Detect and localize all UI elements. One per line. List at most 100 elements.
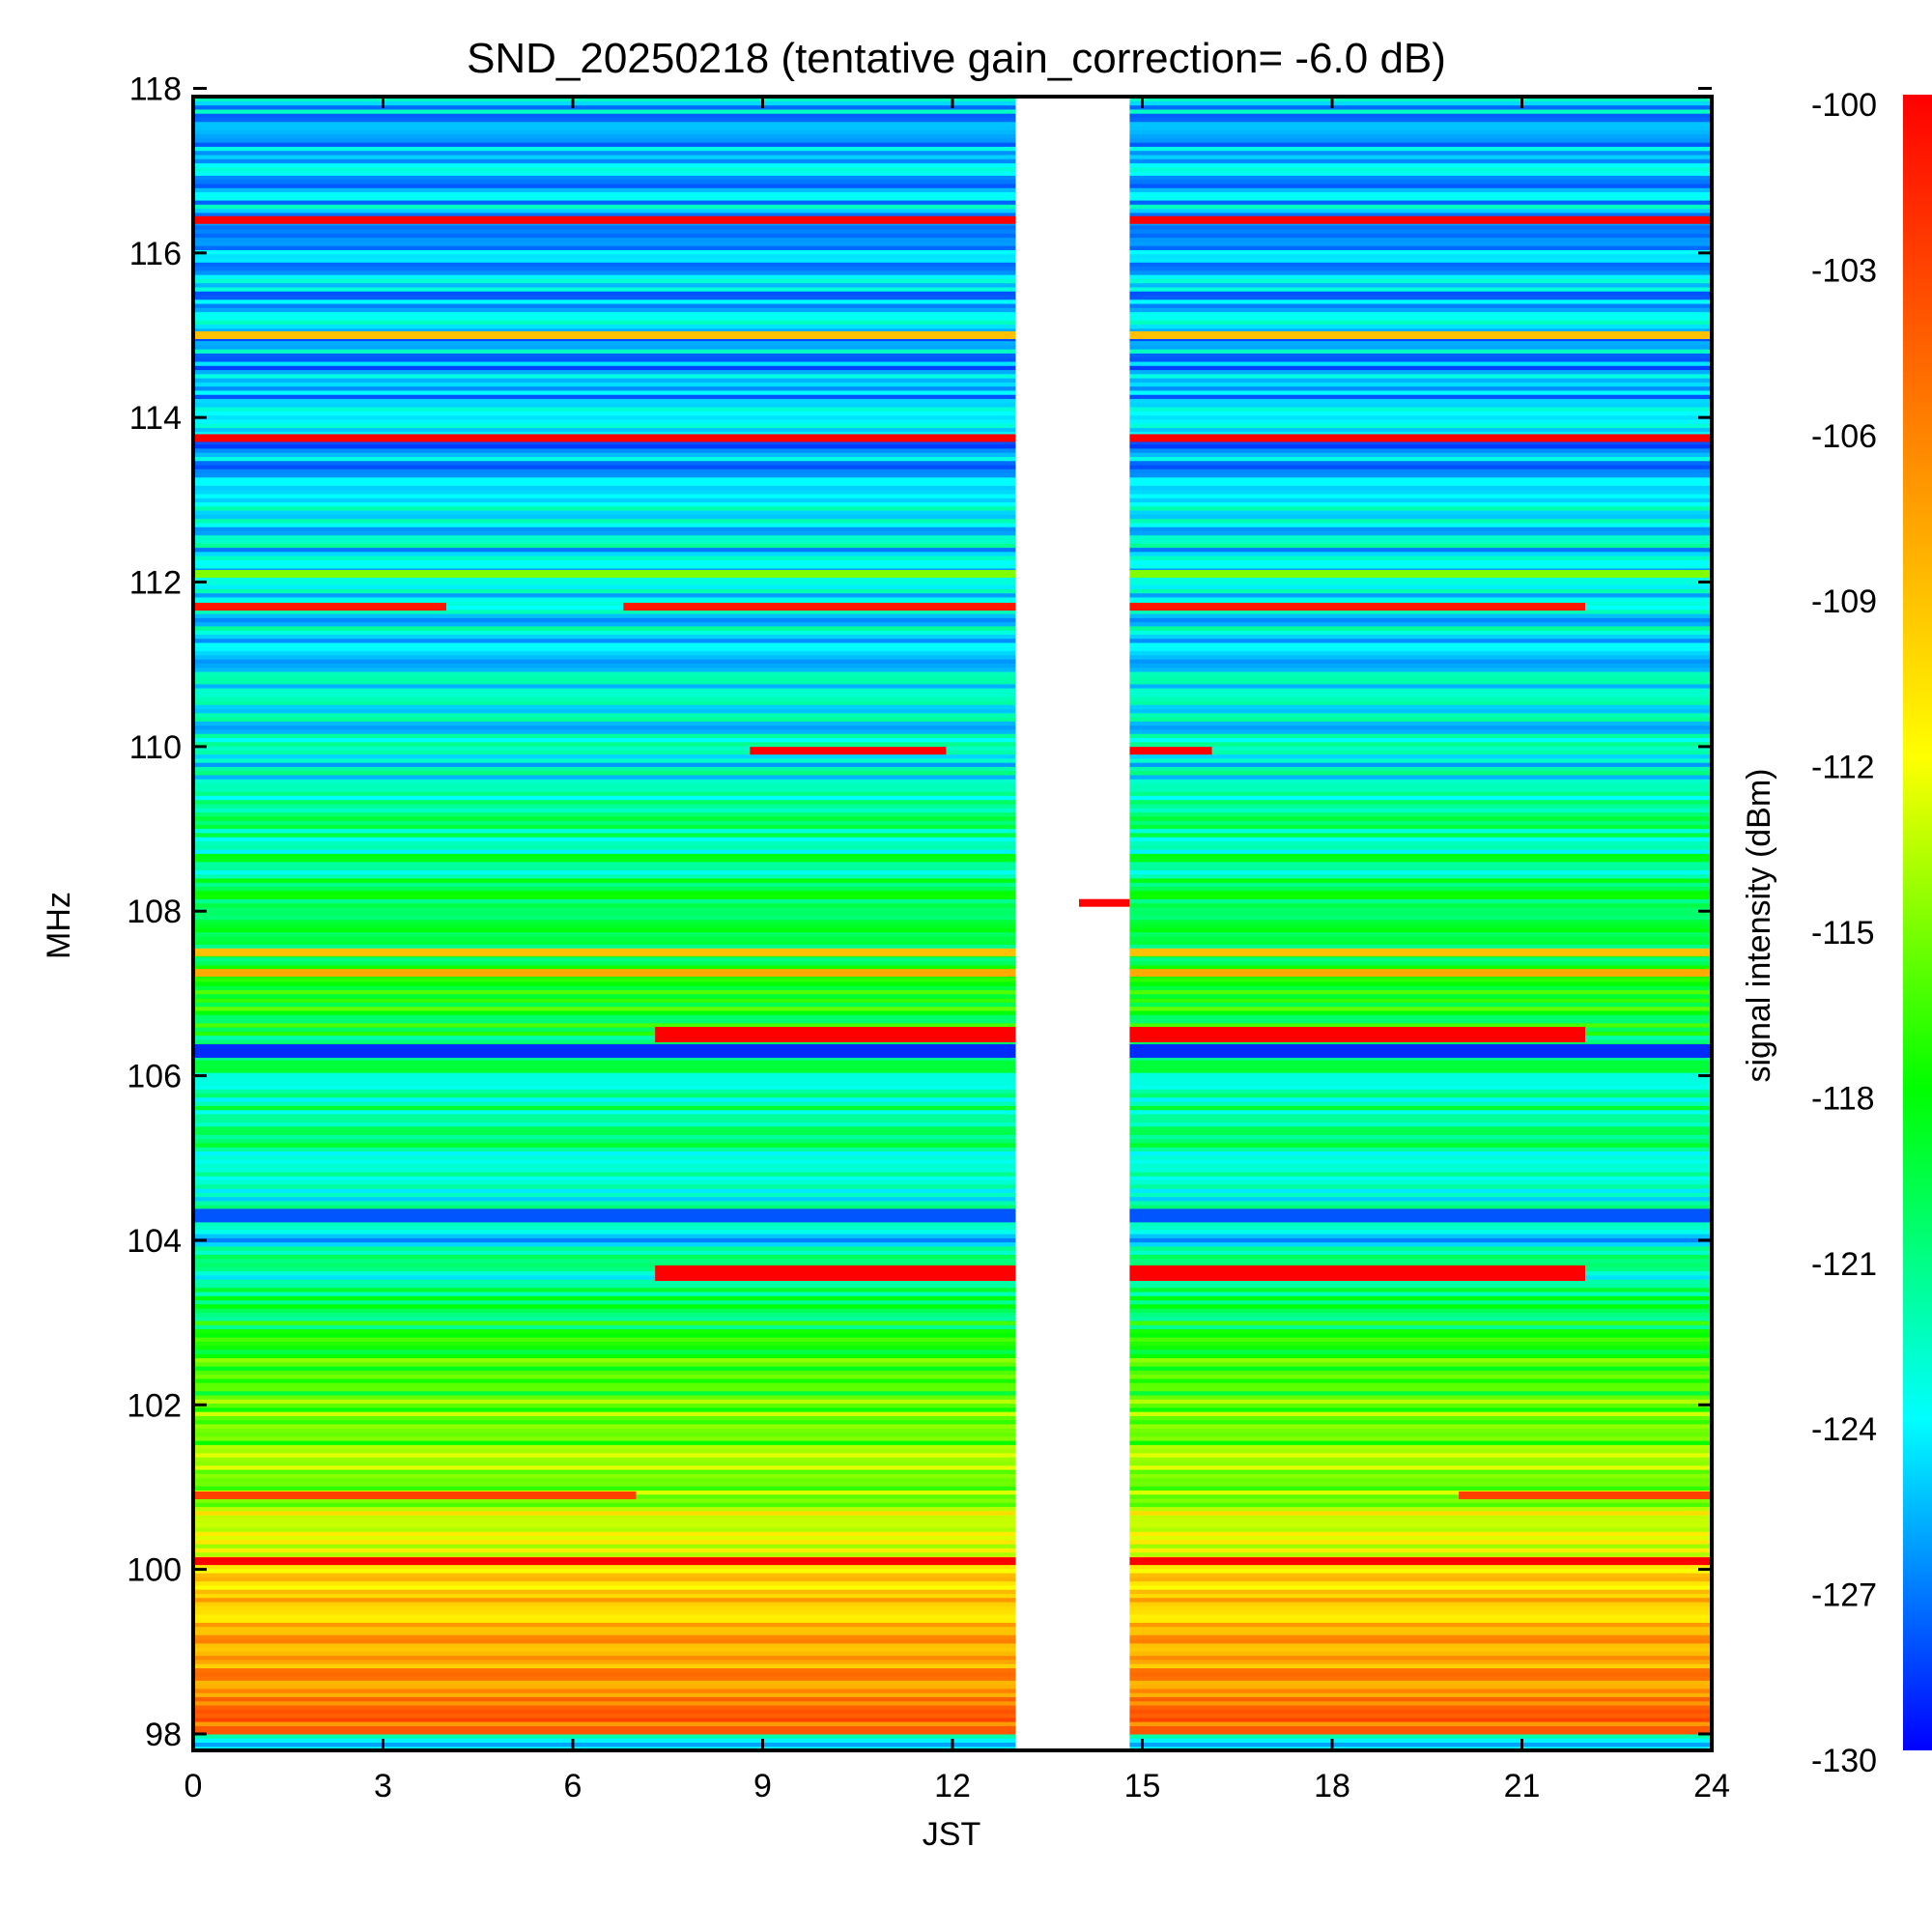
spectrum-strip	[193, 1006, 1712, 1011]
spectrum-strip	[193, 745, 1712, 751]
y-tick-label: 106	[127, 1059, 182, 1095]
spectrum-strip	[193, 832, 1712, 838]
spectrum-strip	[193, 1663, 1712, 1668]
spectrum-strip	[193, 1423, 1712, 1429]
colorbar-tick-label: -127	[1811, 1577, 1877, 1614]
spectrum-strip	[193, 191, 1712, 197]
spectrum-strip	[193, 1713, 1712, 1719]
spectrum-strip	[193, 1605, 1712, 1611]
spectrum-strip	[193, 563, 1712, 569]
spectrum-strip	[193, 584, 1712, 589]
spectrum-strip	[193, 1002, 1712, 1008]
spectrum-strip	[193, 113, 1712, 118]
spectrum-strip	[193, 175, 1712, 181]
colorbar-tick-label: -112	[1811, 750, 1875, 786]
spectrum-strip	[193, 311, 1712, 317]
spectrum-strip	[193, 493, 1712, 498]
spectrum-strip	[193, 1638, 1712, 1644]
spectrum-strip	[193, 688, 1712, 693]
y-axis-label: MHz	[41, 892, 77, 959]
spectrum-strip	[193, 1176, 1712, 1180]
spectrum-strip	[193, 241, 1712, 246]
spectrum-strip	[193, 596, 1712, 602]
spectrum-strip	[193, 659, 1712, 664]
spectrum-strip	[193, 882, 1712, 888]
spectrum-strip	[193, 1163, 1712, 1169]
spectrum-strip	[193, 224, 1712, 230]
spectrum-strip	[193, 774, 1712, 780]
spectrum-strip	[193, 1580, 1712, 1586]
spectrum-strip	[193, 808, 1712, 813]
spectrum-strip	[193, 485, 1712, 491]
spectrum-strip	[193, 1076, 1712, 1082]
y-tick-label: 110	[129, 729, 182, 766]
spectrum-strip	[193, 1167, 1712, 1173]
spectrum-strip	[193, 919, 1712, 924]
spectrum-strip	[193, 1179, 1712, 1185]
spectrum-strip	[193, 779, 1712, 784]
spectrum-strip	[193, 906, 1712, 912]
spectrum-strip	[193, 117, 1712, 123]
spectrum-strip	[193, 1374, 1712, 1379]
spectrum-strip	[193, 1365, 1712, 1371]
spectrum-strip	[193, 1473, 1712, 1479]
spectrum-strip	[193, 650, 1712, 656]
spectrum-strip	[193, 1187, 1712, 1193]
spectrum-strip	[193, 1250, 1712, 1255]
spectrum-strip	[193, 1118, 1712, 1123]
spectrum-strip	[193, 382, 1712, 387]
signal-band	[193, 1491, 637, 1499]
spectrum-strip	[193, 233, 1712, 239]
spectrum-strip	[193, 1659, 1712, 1664]
spectrum-strip	[193, 960, 1712, 966]
spectrum-strip	[193, 228, 1712, 234]
spectrum-strip	[193, 154, 1712, 159]
spectrum-strip	[193, 927, 1712, 933]
spectrum-strip	[193, 469, 1712, 474]
y-tick-label: 116	[129, 236, 182, 272]
spectrum-strip	[193, 200, 1712, 205]
x-tick-label: 18	[1314, 1768, 1350, 1804]
spectrum-strip	[193, 1568, 1712, 1574]
spectrum-strip	[193, 142, 1712, 147]
spectrum-strip	[193, 753, 1712, 759]
spectrum-strip	[193, 861, 1712, 867]
spectrum-strip	[193, 679, 1712, 685]
spectrum-strip	[193, 1515, 1712, 1520]
spectrum-strip	[193, 158, 1712, 164]
spectrum-strip	[193, 1014, 1712, 1020]
spectrum-strip	[193, 630, 1712, 635]
signal-band	[1129, 747, 1212, 755]
spectrum-strip	[193, 911, 1712, 917]
spectrum-strip	[193, 150, 1712, 156]
spectrum-strip	[193, 1096, 1712, 1102]
spectrum-strip	[193, 349, 1712, 354]
spectrum-strip	[193, 1299, 1712, 1305]
spectrum-strip	[193, 298, 1712, 304]
spectrum-strip	[193, 646, 1712, 652]
spectrum-strip	[193, 853, 1712, 859]
spectrum-strip	[193, 1183, 1712, 1189]
signal-band	[1459, 1491, 1712, 1499]
spectrum-strip	[193, 1609, 1712, 1615]
colorbar-tick-label: -109	[1811, 583, 1877, 620]
spectrum-strip	[193, 389, 1712, 395]
spectrum-strip	[193, 373, 1712, 379]
spectrum-strip	[193, 344, 1712, 350]
signal-band	[193, 570, 1712, 579]
spectrum-strip	[193, 286, 1712, 292]
spectrum-strip	[193, 1154, 1712, 1160]
spectrum-strip	[193, 724, 1712, 730]
spectrum-strip	[193, 1394, 1712, 1400]
plot-area	[193, 97, 1712, 1751]
spectrum-strip	[193, 989, 1712, 995]
spectrum-strip	[193, 472, 1712, 478]
spectrum-strip	[193, 1435, 1712, 1441]
spectrum-strip	[193, 977, 1712, 982]
spectrum-strip	[193, 1589, 1712, 1594]
spectrum-strip	[193, 407, 1712, 412]
spectrum-strip	[193, 634, 1712, 639]
spectrum-strip	[193, 1642, 1712, 1648]
spectrum-strip	[193, 1229, 1712, 1235]
spectrum-strip	[193, 1258, 1712, 1264]
